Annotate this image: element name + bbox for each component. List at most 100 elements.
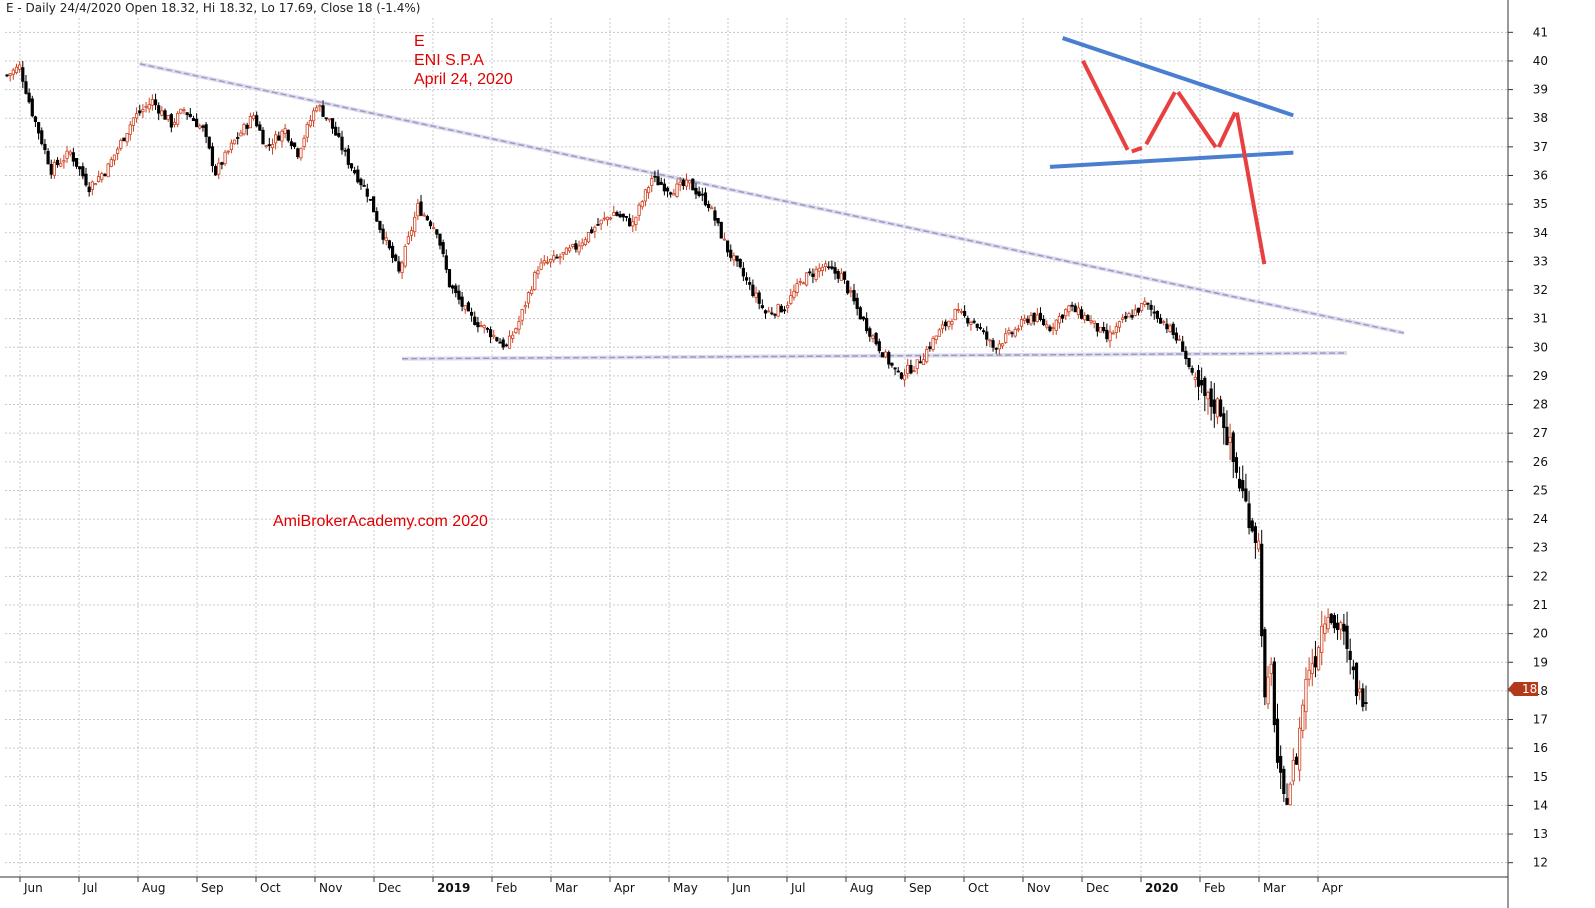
candle-body [1181,341,1185,352]
candle-body [1345,625,1349,649]
candle-body [593,226,597,232]
candle-body [242,123,246,135]
candle-body [419,201,423,216]
candle-body [299,147,303,159]
candle-body [972,320,976,323]
candle-body [590,229,594,234]
candle-body [492,334,496,338]
y-tick-label: 33 [1533,254,1548,268]
candle-body [596,223,600,226]
candle-body [700,193,704,196]
y-tick-label: 16 [1533,741,1548,755]
chart-grid [5,18,1508,877]
candle-body [940,324,945,330]
candle-body [694,187,698,195]
candle-body [157,105,161,114]
candle-body [880,352,885,358]
candle-body [1291,759,1295,782]
candle-body [865,317,869,332]
candle-body [390,245,395,258]
candle-body [1143,301,1147,305]
candle-body [969,322,973,325]
candle-body [267,144,271,147]
candle-body [675,183,679,197]
candle-body [1184,350,1188,360]
candle-body [1117,321,1122,328]
candle-body [567,247,572,252]
x-tick-label: Feb [1204,881,1225,895]
candle-body [1342,623,1346,632]
candle-body [1285,797,1289,805]
candle-body [884,351,888,358]
candle-body [555,256,559,259]
y-tick-label: 32 [1533,283,1548,297]
candle-body [1187,357,1191,368]
candle-body [833,267,837,274]
candle-body [220,162,224,165]
y-tick-label: 27 [1533,426,1548,440]
candle-body [302,137,306,147]
candle-body [735,255,739,262]
candle-body [356,169,360,183]
candle-body [861,316,866,320]
candle-body [628,218,632,227]
candle-body [1250,520,1254,532]
candle-body [289,141,294,146]
candle-body [1358,688,1362,693]
candle-body [71,152,75,162]
candle-body [782,309,787,312]
y-tick-label: 21 [1533,598,1548,612]
y-tick-label: 20 [1533,627,1548,641]
triangle-pattern-lines [1049,36,1294,265]
x-tick-label: Jul [82,881,97,895]
candle-body [277,135,281,141]
candle-body [403,245,407,267]
candle-body [1190,367,1194,373]
candle-body [571,244,575,247]
candle-body [236,137,240,139]
candle-body [947,320,951,328]
candle-body [511,334,515,339]
candle-body [1060,314,1065,319]
candle-body [1004,333,1008,343]
candle-body [1007,330,1011,334]
candlestick-series [5,61,1368,806]
candle-body [147,104,151,110]
candle-body [454,285,458,294]
y-tick-label: 29 [1533,369,1548,383]
candle-body [741,267,745,277]
y-tick-label: 37 [1533,140,1548,154]
candle-body [773,313,777,316]
candle-body [134,113,139,119]
candle-body [1203,377,1207,396]
candle-body [839,272,843,281]
candle-body [62,160,66,163]
x-axis: Jun Jul Aug Sep Oct Nov Dec 2019 Feb Mar Apr May Jun… [0,876,1508,895]
candle-body [172,121,177,126]
y-tick-label: 13 [1533,827,1548,841]
candle-body [362,184,366,187]
candle-body [169,114,173,128]
candle-body [928,346,932,349]
x-tick-label: Apr [614,881,635,895]
y-tick-label: 34 [1533,226,1548,240]
candle-body [1275,718,1280,763]
candle-body [621,213,625,218]
candle-body [770,312,774,315]
candle-body [340,136,344,151]
candle-body [1035,314,1039,322]
candle-body [1256,540,1261,550]
candle-body [646,187,651,194]
candle-body [542,260,546,264]
candle-body [229,142,233,150]
candle-body [877,341,881,352]
candle-body [789,295,793,304]
pattern-blue-line-0 [1061,36,1294,118]
candle-body [1253,526,1257,544]
candle-body [438,233,442,246]
candle-body [122,137,126,142]
candle-body [381,228,385,240]
candle-body [991,340,995,348]
candle-body [517,321,521,330]
